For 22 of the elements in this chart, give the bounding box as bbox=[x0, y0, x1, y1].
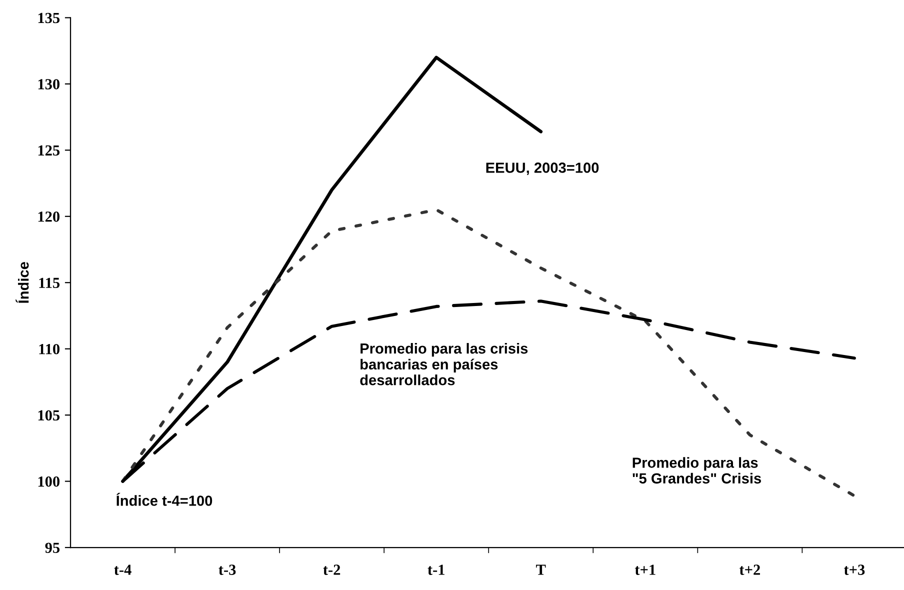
x-tick-label: T bbox=[536, 564, 546, 575]
x-tick-label: t-3 bbox=[218, 564, 236, 575]
annotation: Índice t-4=100 bbox=[116, 492, 212, 506]
y-tick-label: 110 bbox=[39, 344, 60, 354]
x-tick-label: t+1 bbox=[634, 564, 656, 575]
x-tick-label: t+3 bbox=[844, 564, 865, 575]
y-tick-label: 120 bbox=[38, 212, 60, 222]
x-tick-label: t-4 bbox=[114, 564, 132, 575]
y-tick-label: 125 bbox=[38, 145, 60, 156]
series-label: Promedio para las "5 Grandes" Crisis bbox=[632, 457, 762, 484]
y-tick-label: 100 bbox=[38, 476, 60, 487]
x-tick-label: t+2 bbox=[739, 564, 760, 575]
series-label: Promedio para las crisis bancarias en países desarrollados bbox=[360, 342, 528, 386]
y-tick-label: 105 bbox=[38, 410, 60, 421]
y-tick-label: 135 bbox=[38, 12, 60, 24]
x-tick-label: t-1 bbox=[428, 564, 444, 575]
y-axis-title: Índice bbox=[16, 262, 29, 303]
x-tick-label: t-2 bbox=[323, 564, 340, 575]
text: EEUU, 2003=100 bbox=[486, 162, 599, 175]
y-tick-label: 130 bbox=[38, 79, 60, 90]
y-tick-label: 95 bbox=[45, 542, 60, 553]
y-tick-label: 115 bbox=[39, 278, 60, 288]
